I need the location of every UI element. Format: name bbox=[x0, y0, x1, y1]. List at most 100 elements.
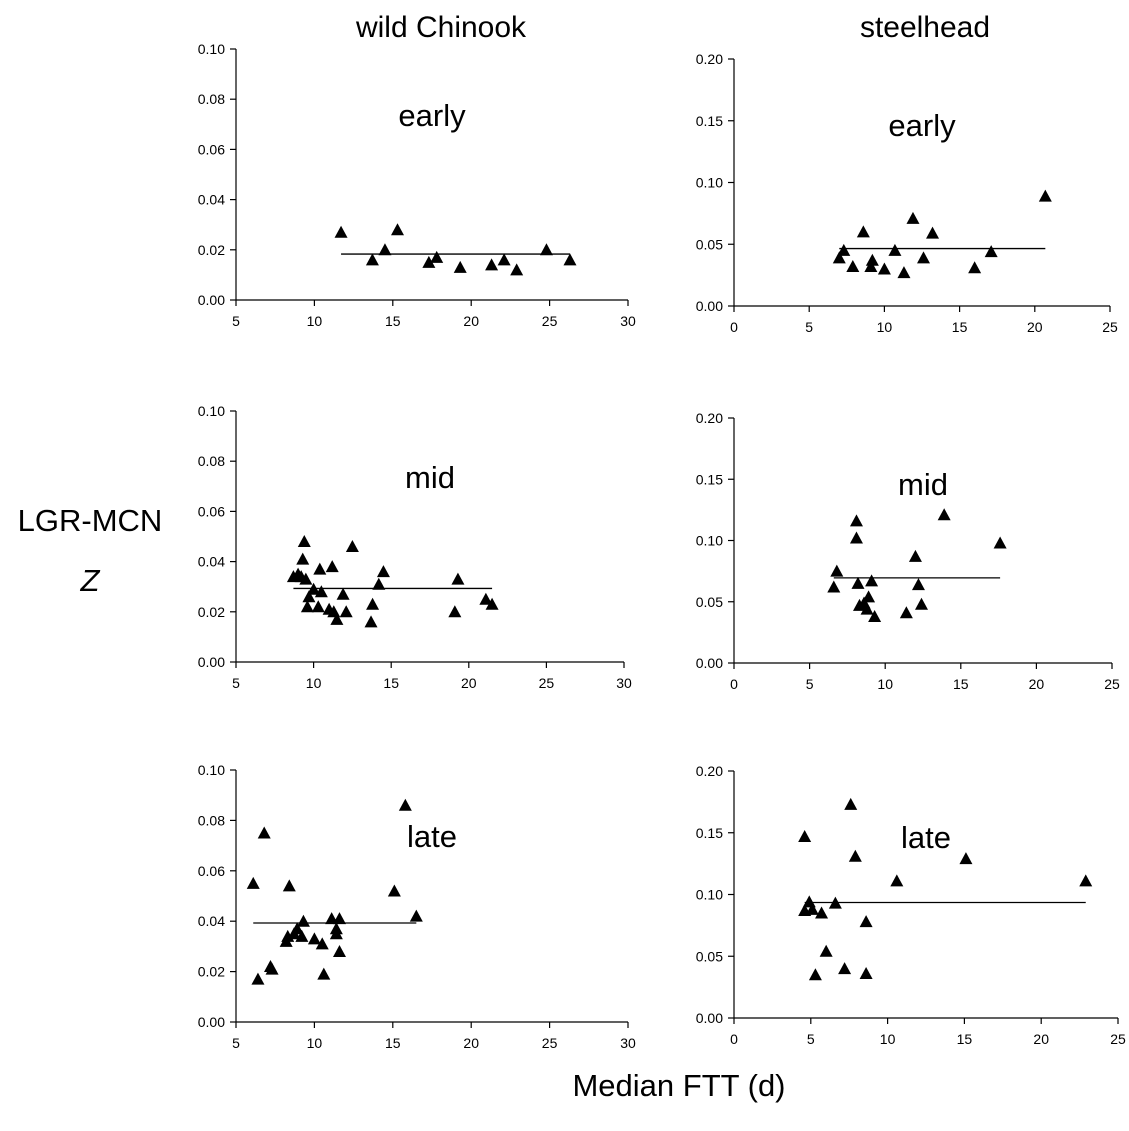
data-point-triangle bbox=[300, 600, 314, 613]
panel-title: early bbox=[398, 98, 466, 133]
x-tick-label: 15 bbox=[383, 675, 399, 691]
panel-title: early bbox=[888, 108, 956, 143]
x-tick-label: 20 bbox=[463, 313, 479, 329]
data-point-triangle bbox=[311, 600, 325, 613]
panel-title: mid bbox=[405, 460, 455, 495]
panel-chinook-late: 0.00 0.02 0.04 0.06 0.08 0.10 5 10 15 20 25 30 late bbox=[198, 762, 636, 1051]
y-tick-label: 0.10 bbox=[696, 175, 723, 191]
data-point-triangle bbox=[345, 540, 359, 553]
x-tick-label: 15 bbox=[385, 313, 401, 329]
y-tick-label: 0.05 bbox=[696, 236, 723, 252]
column-title-steelhead: steelhead bbox=[860, 11, 990, 44]
x-tick-label: 20 bbox=[461, 675, 477, 691]
data-point-triangle bbox=[372, 577, 386, 590]
y-tick-label: 0.05 bbox=[696, 594, 723, 610]
y-tick-label: 0.00 bbox=[696, 655, 723, 671]
x-tick-label: 25 bbox=[1110, 1031, 1126, 1047]
data-point-triangle bbox=[378, 243, 392, 256]
x-tick-label: 10 bbox=[307, 313, 323, 329]
data-point-triangle bbox=[937, 508, 951, 521]
data-point-triangle bbox=[888, 243, 902, 256]
data-point-triangle bbox=[539, 243, 553, 256]
x-tick-label: 5 bbox=[232, 313, 240, 329]
x-tick-label: 30 bbox=[620, 313, 636, 329]
x-tick-label: 10 bbox=[307, 1035, 323, 1051]
data-point-triangle bbox=[911, 578, 925, 591]
panel-title: late bbox=[901, 820, 951, 855]
y-tick-label: 0.06 bbox=[198, 503, 225, 519]
data-point-triangle bbox=[865, 574, 879, 587]
data-point-triangle bbox=[451, 572, 465, 585]
y-tick-label: 0.02 bbox=[198, 242, 225, 258]
x-tick-label: 30 bbox=[620, 1035, 636, 1051]
x-tick-label: 0 bbox=[730, 676, 738, 692]
data-point-triangle bbox=[317, 967, 331, 980]
data-point-triangle bbox=[391, 223, 405, 236]
data-point-triangle bbox=[926, 226, 940, 239]
x-tick-label: 5 bbox=[807, 1031, 815, 1047]
data-point-triangle bbox=[307, 582, 321, 595]
data-point-triangle bbox=[968, 261, 982, 274]
y-tick-label: 0.15 bbox=[696, 471, 723, 487]
y-tick-label: 0.05 bbox=[696, 948, 723, 964]
y-tick-label: 0.04 bbox=[198, 192, 225, 208]
y-tick-label: 0.02 bbox=[198, 964, 225, 980]
data-point-triangle bbox=[265, 962, 279, 975]
data-point-triangle bbox=[376, 565, 390, 578]
x-tick-label: 25 bbox=[1104, 676, 1120, 692]
data-point-triangle bbox=[314, 585, 328, 598]
data-point-triangle bbox=[332, 912, 346, 925]
panel-chinook-early: 0.00 0.02 0.04 0.06 0.08 0.10 5 10 15 20 25 30 early bbox=[198, 41, 636, 329]
data-point-triangle bbox=[366, 597, 380, 610]
x-tick-label: 10 bbox=[877, 676, 893, 692]
x-axis-label: Median FTT (d) bbox=[572, 1068, 785, 1103]
data-point-triangle bbox=[246, 876, 260, 889]
data-point-triangle bbox=[856, 225, 870, 238]
data-point-triangle bbox=[485, 258, 499, 271]
y-axis-symbol: Z bbox=[80, 563, 101, 598]
data-point-triangle bbox=[984, 245, 998, 258]
y-tick-label: 0.10 bbox=[198, 41, 225, 57]
data-point-triangle bbox=[805, 902, 819, 915]
y-tick-label: 0.20 bbox=[696, 410, 723, 426]
x-tick-label: 25 bbox=[1102, 319, 1118, 335]
data-point-triangle bbox=[838, 962, 852, 975]
data-point-triangle bbox=[959, 852, 973, 865]
data-point-triangle bbox=[339, 605, 353, 618]
x-tick-label: 5 bbox=[232, 675, 240, 691]
y-tick-label: 0.10 bbox=[696, 533, 723, 549]
scatter-panels: 0.00 0.02 0.04 0.06 0.08 0.10 5 10 15 20 25 30 early… bbox=[198, 41, 1126, 1051]
data-point-triangle bbox=[844, 797, 858, 810]
y-axis-label: LGR-MCN bbox=[18, 503, 163, 538]
data-point-triangle bbox=[510, 263, 524, 276]
y-tick-label: 0.00 bbox=[696, 298, 723, 314]
data-point-triangle bbox=[859, 967, 873, 980]
data-point-triangle bbox=[849, 531, 863, 544]
data-point-triangle bbox=[315, 937, 329, 950]
data-point-triangle bbox=[299, 572, 313, 585]
y-tick-label: 0.00 bbox=[696, 1010, 723, 1026]
data-point-triangle bbox=[899, 606, 913, 619]
data-point-triangle bbox=[917, 251, 931, 264]
data-point-triangle bbox=[830, 564, 844, 577]
data-point-triangle bbox=[1079, 874, 1093, 887]
data-point-triangle bbox=[409, 909, 423, 922]
data-point-triangle bbox=[297, 535, 311, 548]
data-point-triangle bbox=[868, 609, 882, 622]
data-point-triangle bbox=[906, 211, 920, 224]
x-tick-label: 5 bbox=[805, 319, 813, 335]
data-point-triangle bbox=[398, 798, 412, 811]
y-tick-label: 0.20 bbox=[696, 51, 723, 67]
y-tick-label: 0.06 bbox=[198, 863, 225, 879]
data-point-triangle bbox=[251, 972, 265, 985]
column-title-chinook: wild Chinook bbox=[355, 11, 527, 44]
panel-steelhead-late: 0.00 0.05 0.10 0.15 0.20 0 5 10 15 20 25 late bbox=[696, 763, 1126, 1047]
data-point-triangle bbox=[453, 260, 467, 273]
y-tick-label: 0.00 bbox=[198, 654, 225, 670]
data-point-triangle bbox=[832, 251, 846, 264]
data-point-triangle bbox=[993, 536, 1007, 549]
panel-steelhead-early: 0.00 0.05 0.10 0.15 0.20 0 5 10 15 20 25 early bbox=[696, 51, 1118, 335]
panel-title: late bbox=[407, 819, 457, 854]
y-tick-label: 0.00 bbox=[198, 292, 225, 308]
